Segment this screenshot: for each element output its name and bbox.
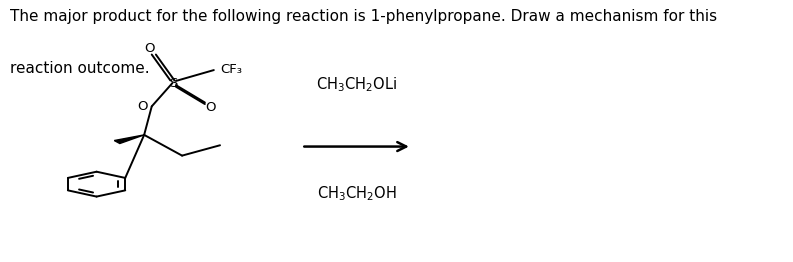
Text: CH$_3$CH$_2$OLi: CH$_3$CH$_2$OLi — [316, 75, 397, 94]
Text: The major product for the following reaction is 1-phenylpropane. Draw a mechanis: The major product for the following reac… — [10, 9, 718, 24]
Text: CF₃: CF₃ — [220, 63, 243, 76]
Polygon shape — [114, 135, 144, 144]
Text: O: O — [205, 101, 216, 114]
Text: O: O — [137, 100, 148, 113]
Text: O: O — [144, 42, 155, 54]
Text: S: S — [169, 77, 178, 90]
Text: CH$_3$CH$_2$OH: CH$_3$CH$_2$OH — [316, 184, 396, 203]
Text: reaction outcome.: reaction outcome. — [10, 61, 150, 76]
